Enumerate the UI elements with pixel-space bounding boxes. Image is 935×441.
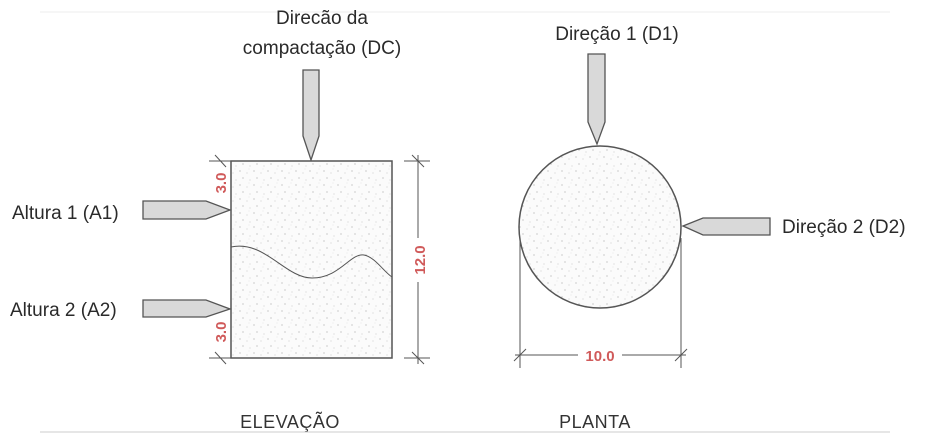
dim-diameter-10: 10.0 <box>585 348 614 365</box>
direction2-label: Direção 2 (D2) <box>782 217 906 238</box>
compaction-direction-label-line1: Direcão da <box>276 8 368 29</box>
dim-tick <box>411 154 425 168</box>
break-line <box>230 245 393 279</box>
plan-title: PLANTA <box>559 412 631 432</box>
direction1-label: Direção 1 (D1) <box>555 24 679 45</box>
specimen-elevation <box>230 160 393 359</box>
height2-arrow <box>142 299 232 318</box>
direction2-arrow <box>681 217 771 236</box>
dim-bottom-3: 3.0 <box>213 322 230 343</box>
height2-label: Altura 2 (A2) <box>10 300 117 321</box>
dim-tick <box>674 348 688 362</box>
height1-arrow <box>142 200 232 220</box>
plan-view: Direção 1 (D1) Direção 2 (D2) 10.0 PLANT… <box>513 24 906 432</box>
direction1-arrow <box>587 53 606 146</box>
elevation-title: ELEVAÇÃO <box>240 411 340 432</box>
dim-tick <box>411 351 425 365</box>
elevation-view: Direcão da compactação (DC) Altura 1 (A1… <box>10 8 430 432</box>
dim-tick <box>214 154 227 168</box>
height1-label: Altura 1 (A1) <box>12 203 119 224</box>
dim-tick <box>513 348 527 362</box>
compaction-direction-label-line2: compactação (DC) <box>243 38 401 59</box>
compaction-direction-arrow <box>302 69 320 163</box>
specimen-plan <box>518 145 682 309</box>
dim-top-3: 3.0 <box>213 173 230 194</box>
dim-total-12: 12.0 <box>412 245 429 274</box>
dim-tick <box>214 351 227 365</box>
